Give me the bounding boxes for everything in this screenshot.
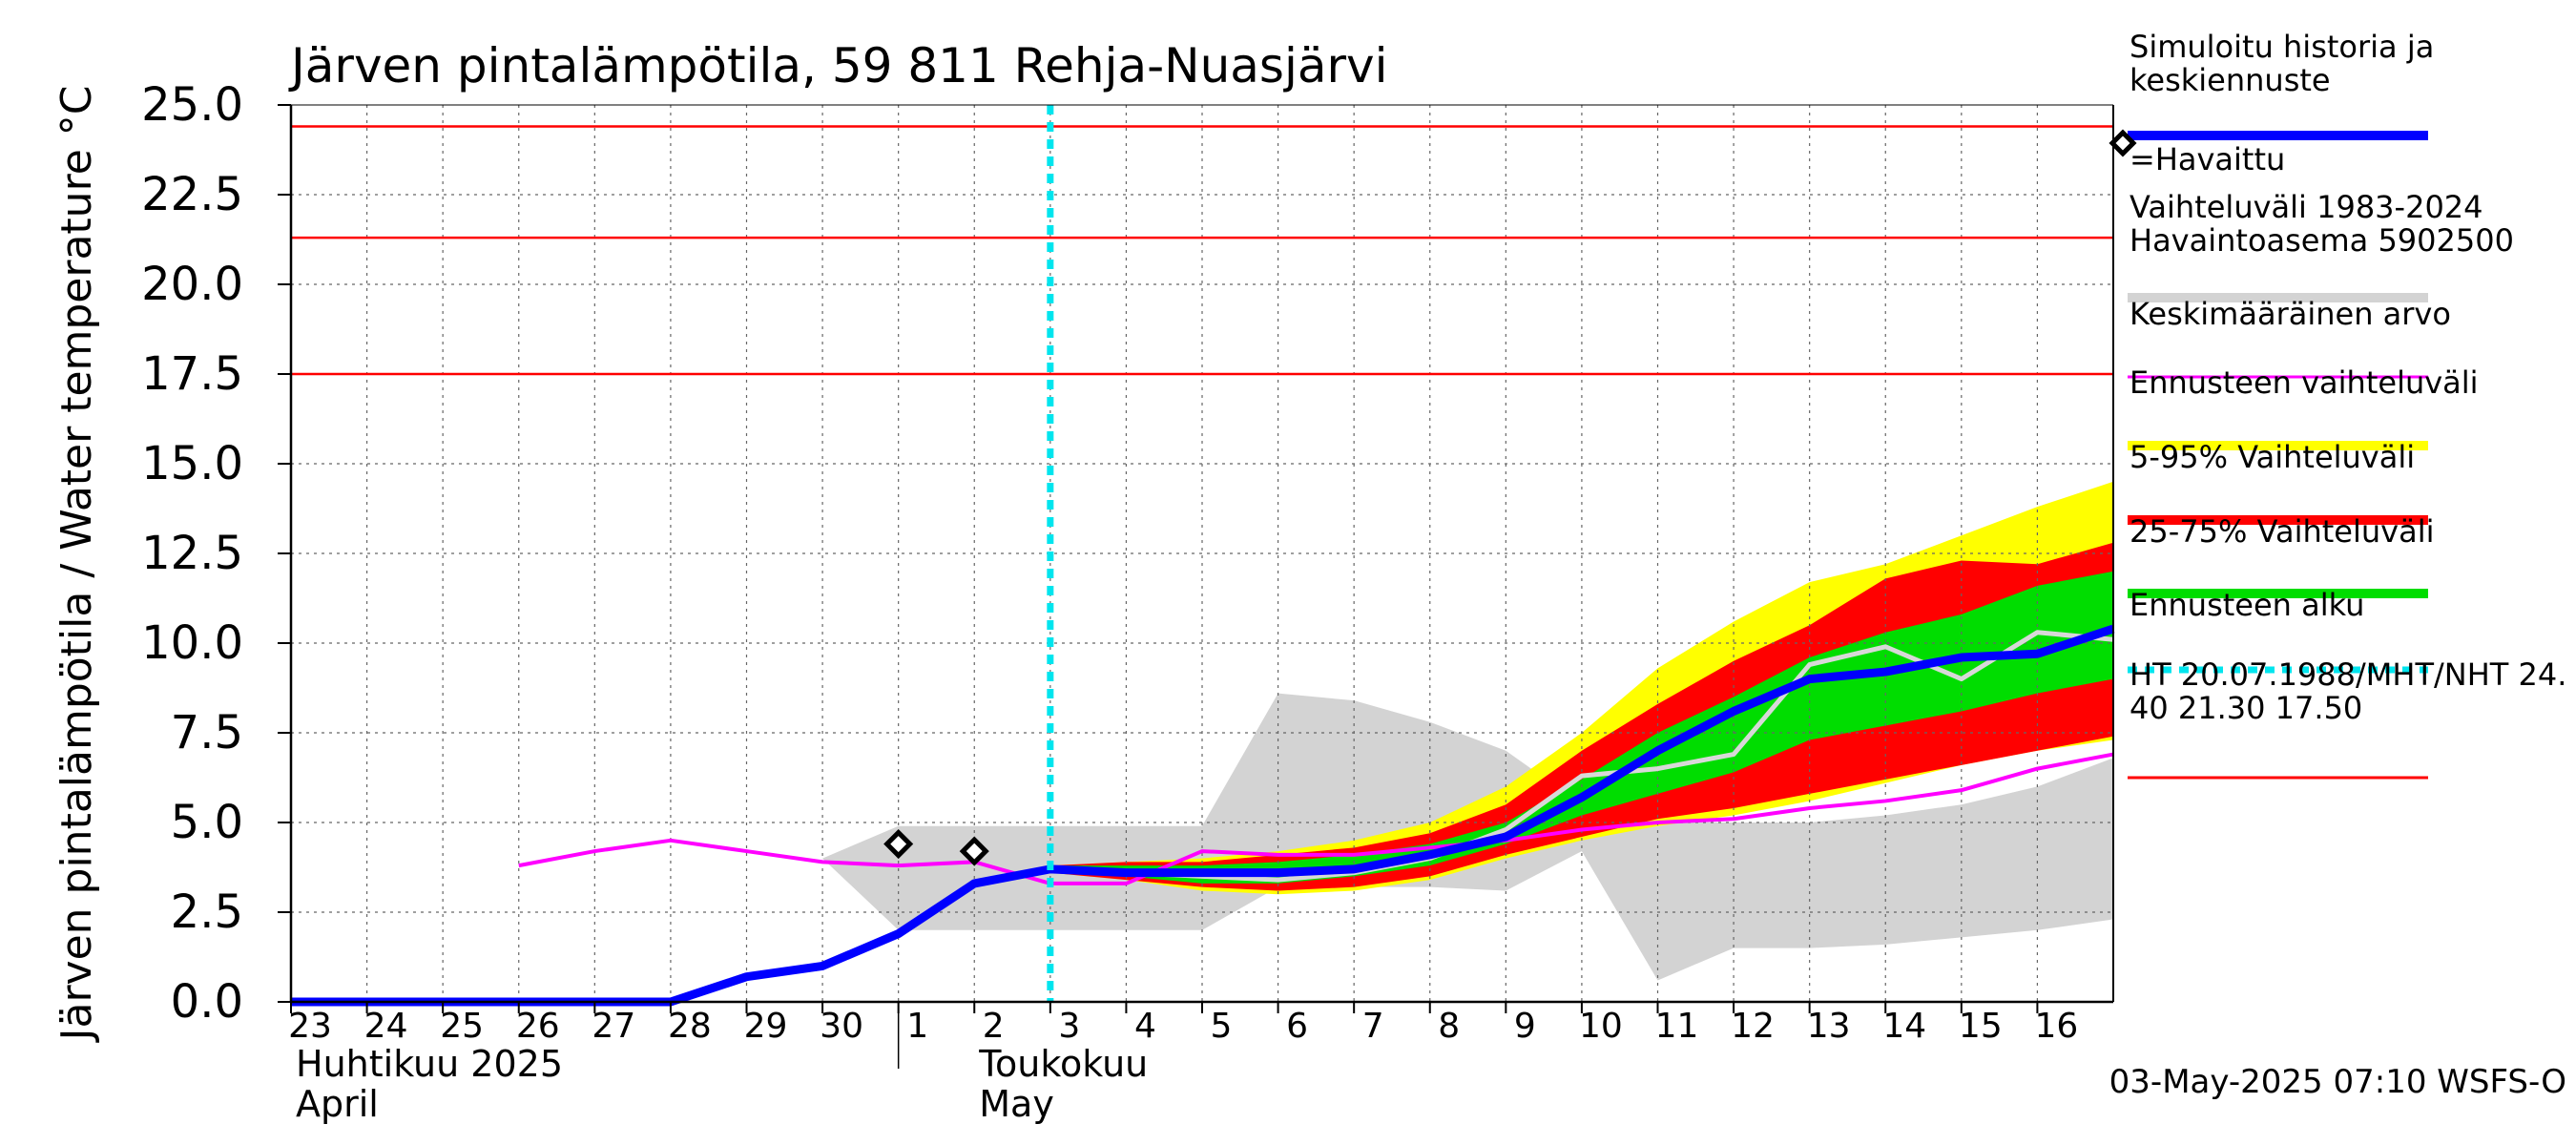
x-tick-label: 11 (1655, 1007, 1699, 1046)
month-label-en: May (979, 1083, 1054, 1125)
band-3 (1049, 542, 2113, 891)
observed-marker (883, 829, 914, 860)
x-tick-label: 10 (1579, 1007, 1623, 1046)
plot-area (291, 105, 2115, 1007)
legend-item-5: Ennusteen vaihteluväli (2128, 364, 2479, 450)
x-tick-label: 12 (1731, 1007, 1775, 1046)
legend-label: HT 20.07.1988/MHT/NHT 24. (2129, 656, 2566, 693)
x-tick-label: 26 (516, 1007, 560, 1046)
y-tick-label: 0.0 (171, 975, 243, 1029)
legend-label: keskiennuste (2129, 62, 2331, 98)
y-tick-label: 12.5 (141, 527, 243, 580)
series-line-1 (1049, 630, 2114, 883)
legend-label: Simuloitu historia ja (2129, 29, 2434, 65)
y-axis-label: Järven pintalämpötila / Water temperatur… (52, 86, 101, 1044)
chart-title: Järven pintalämpötila, 59 811 Rehja-Nuas… (288, 38, 1388, 94)
x-tick-label: 16 (2035, 1007, 2079, 1046)
legend-item-8: Ennusteen alku (2128, 587, 2428, 674)
x-tick-label: 4 (1134, 1007, 1156, 1046)
x-tick-label: 3 (1058, 1007, 1080, 1046)
x-tick-label: 14 (1882, 1007, 1926, 1046)
y-tick-label: 2.5 (171, 885, 243, 939)
series-line-2 (518, 752, 2114, 885)
legend-label: 25-75% Vaihteluväli (2129, 513, 2434, 550)
y-tick-label: 10.0 (141, 616, 243, 670)
x-tick-label: 15 (1959, 1007, 2003, 1046)
legend-label: Havaintoasema 5902500 (2129, 222, 2514, 259)
x-tick-label: 9 (1514, 1007, 1536, 1046)
y-tick-label: 17.5 (141, 347, 243, 401)
month-label-fi: Huhtikuu 2025 (296, 1043, 563, 1085)
month-label-fi: Toukokuu (978, 1043, 1148, 1085)
band-2 (1049, 481, 2113, 895)
legend-label: 5-95% Vaihteluväli (2129, 439, 2415, 475)
x-tick-label: 24 (364, 1007, 408, 1046)
x-tick-label: 28 (668, 1007, 712, 1046)
x-tick-label: 8 (1438, 1007, 1460, 1046)
band-4 (1049, 571, 2113, 884)
legend-item-6: 5-95% Vaihteluväli (2128, 439, 2428, 525)
legend-label: =Havaittu (2129, 141, 2285, 177)
axes: 0.0 2.5 5.0 7.5 10.0 12.5 15.0 17.5 20.0 22.5 25.0… (141, 78, 2114, 1125)
legend: Simuloitu historia jakeskiennuste=Havait… (2109, 29, 2566, 780)
x-tick-label: 25 (440, 1007, 484, 1046)
x-tick-label: 30 (820, 1007, 863, 1046)
legend-label: 40 21.30 17.50 (2129, 690, 2362, 726)
footer-timestamp: 03-May-2025 07:10 WSFS-O (2109, 1063, 2566, 1101)
legend-item-9: HT 20.07.1988/MHT/NHT 24.40 21.30 17.50 (2128, 656, 2566, 780)
legend-label: Ennusteen alku (2129, 587, 2364, 623)
observed-marker (959, 836, 989, 866)
legend-item-2: =Havaittu (2109, 129, 2285, 177)
legend-item-3: Vaihteluväli 1983-2024 Havaintoasema 590… (2128, 189, 2514, 302)
x-tick-label: 27 (592, 1007, 635, 1046)
y-tick-label: 25.0 (141, 78, 243, 132)
y-tick-label: 20.0 (141, 258, 243, 311)
y-tick-label: 5.0 (171, 796, 243, 849)
legend-item-4: Keskimääräinen arvo (2128, 296, 2451, 379)
x-tick-label: 23 (288, 1007, 332, 1046)
legend-label: Keskimääräinen arvo (2129, 296, 2451, 332)
x-tick-label: 6 (1286, 1007, 1308, 1046)
y-tick-label: 22.5 (141, 168, 243, 221)
legend-label: Vaihteluväli 1983-2024 (2129, 189, 2483, 225)
x-tick-label: 13 (1807, 1007, 1851, 1046)
x-tick-label: 1 (906, 1007, 928, 1046)
legend-item-7: 25-75% Vaihteluväli (2128, 513, 2434, 598)
x-tick-label: 29 (744, 1007, 788, 1046)
y-tick-label: 7.5 (171, 706, 243, 760)
legend-label: Ennusteen vaihteluväli (2129, 364, 2479, 401)
x-tick-label: 5 (1211, 1007, 1233, 1046)
month-label-en: April (296, 1083, 379, 1125)
x-tick-label: 7 (1362, 1007, 1384, 1046)
y-tick-label: 15.0 (141, 437, 243, 490)
x-tick-label: 2 (983, 1007, 1005, 1046)
legend-marker (2109, 129, 2137, 157)
